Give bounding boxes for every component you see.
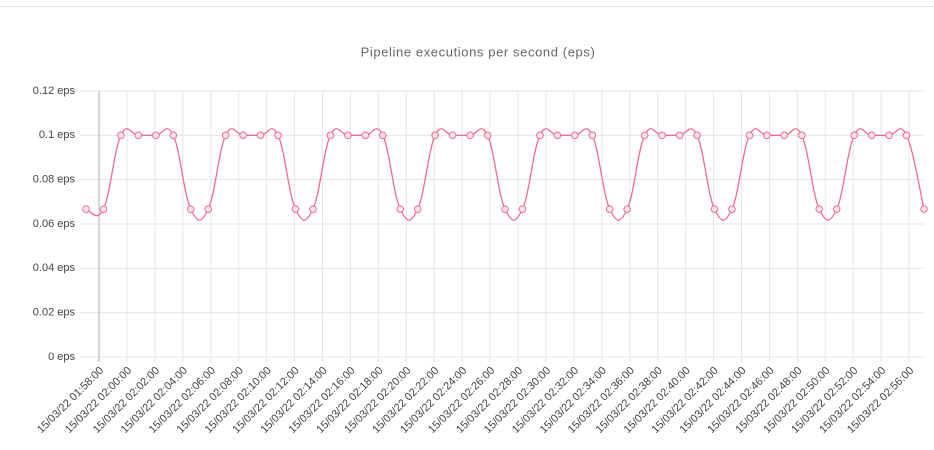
data-point: [309, 205, 317, 213]
data-point: [605, 205, 614, 213]
data-point: [885, 131, 893, 140]
data-point: [571, 131, 579, 140]
data-point: [361, 131, 370, 140]
data-point: [117, 131, 125, 140]
chart-title: Pipeline executions per second (eps): [361, 44, 596, 59]
data-point: [867, 131, 876, 140]
data-point: [291, 205, 300, 213]
data-point: [152, 131, 160, 140]
data-point: [448, 131, 457, 140]
data-point: [169, 131, 178, 140]
data-point: [326, 131, 335, 140]
data-point: [466, 131, 474, 140]
data-point: [274, 131, 282, 140]
data-point: [710, 205, 719, 213]
data-point: [815, 205, 824, 213]
data-point: [536, 131, 544, 140]
y-tick-label: 0.04 eps: [33, 262, 76, 274]
data-point: [378, 131, 387, 140]
y-tick-label: 0.02 eps: [33, 307, 76, 319]
data-point: [483, 131, 492, 140]
data-point: [902, 131, 911, 140]
data-point: [221, 131, 230, 140]
data-point: [763, 131, 771, 140]
y-tick-label: 0.12 eps: [33, 85, 76, 97]
data-point: [99, 205, 108, 213]
data-point: [256, 131, 265, 140]
data-point: [780, 131, 789, 140]
data-point: [396, 205, 405, 213]
data-point: [186, 205, 195, 213]
data-point: [640, 131, 649, 140]
y-tick-label: 0.08 eps: [33, 174, 76, 186]
data-point: [745, 131, 754, 140]
data-point: [82, 205, 90, 213]
data-point: [850, 131, 858, 140]
data-point: [239, 131, 247, 140]
data-point: [553, 131, 562, 140]
data-point: [728, 205, 736, 213]
data-point: [797, 131, 806, 140]
data-point: [588, 131, 597, 140]
y-tick-label: 0.06 eps: [33, 218, 76, 230]
y-tick-label: 0 eps: [48, 351, 75, 363]
y-tick-label: 0.1 eps: [39, 129, 76, 141]
data-point: [920, 205, 928, 213]
data-point: [832, 205, 841, 213]
data-point: [518, 205, 527, 213]
data-point: [344, 131, 352, 140]
data-point: [675, 131, 684, 140]
data-point: [658, 131, 666, 140]
data-point: [623, 205, 632, 213]
data-point: [134, 131, 143, 140]
data-point: [413, 205, 422, 213]
data-point: [501, 205, 509, 213]
data-point: [693, 131, 701, 140]
data-point: [431, 131, 439, 140]
data-point: [204, 205, 213, 213]
